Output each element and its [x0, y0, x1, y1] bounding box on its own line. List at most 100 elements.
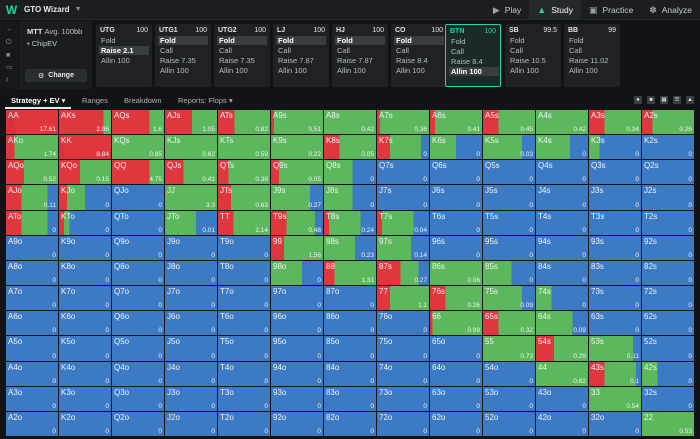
- hand-cell[interactable]: K5s 0.03: [483, 135, 535, 160]
- hand-cell[interactable]: 52o 0: [483, 411, 535, 436]
- hand-cell[interactable]: A8o 0: [6, 260, 58, 286]
- hand-cell[interactable]: 98s 0.23: [324, 235, 376, 260]
- action-option[interactable]: Raise 2.1: [99, 46, 149, 55]
- position-card-bb[interactable]: BB 99 Fold Call Raise 11.02 Allin 100: [564, 24, 620, 87]
- hand-cell[interactable]: 42o 0: [536, 411, 588, 436]
- position-card-utg1[interactable]: UTG1 100 Fold Call Raise 7.35 Allin 100: [155, 24, 211, 87]
- action-option[interactable]: Call: [278, 46, 291, 55]
- hand-cell[interactable]: T7o 0: [218, 286, 270, 311]
- hand-cell[interactable]: A3s 0.34: [589, 110, 641, 135]
- hand-cell[interactable]: QJs 0.41: [165, 160, 217, 185]
- hand-cell[interactable]: T8o 0: [218, 260, 270, 286]
- chart-view-icon[interactable]: ▲: [686, 96, 694, 104]
- power-icon[interactable]: ⏻: [6, 39, 12, 46]
- hand-cell[interactable]: 74s 0: [536, 286, 588, 311]
- hand-cell[interactable]: QJo 0: [112, 185, 164, 210]
- hand-cell[interactable]: J9s 0.27: [271, 185, 323, 210]
- action-option[interactable]: Raise 7.35: [160, 56, 196, 65]
- hand-cell[interactable]: K6s 0: [430, 135, 482, 160]
- hand-cell[interactable]: K9o 0: [59, 235, 111, 260]
- tab-strategy-ev[interactable]: Strategy + EV ▾: [11, 96, 65, 105]
- hand-cell[interactable]: J8s 0: [324, 185, 376, 210]
- gto-wizard-logo-icon[interactable]: W: [5, 2, 18, 17]
- hand-cell[interactable]: KTs 0.59: [218, 135, 270, 160]
- hand-cell[interactable]: K4s 0: [536, 135, 588, 160]
- list-view-icon[interactable]: ☰: [673, 96, 681, 104]
- hand-cell[interactable]: Q5s 0: [483, 160, 535, 185]
- hand-cell[interactable]: Q7o 0: [112, 286, 164, 311]
- hand-cell[interactable]: Q3s 0: [589, 160, 641, 185]
- hand-cell[interactable]: 95s 0: [483, 235, 535, 260]
- hand-cell[interactable]: K7o 0: [59, 286, 111, 311]
- hand-cell[interactable]: A4s 0.42: [536, 110, 588, 135]
- nav-study[interactable]: ▲ Study: [529, 0, 581, 20]
- hand-cell[interactable]: 87o 0: [324, 286, 376, 311]
- hand-cell[interactable]: 93o 0: [271, 386, 323, 411]
- hand-cell[interactable]: T4o 0: [218, 361, 270, 386]
- app-title[interactable]: GTO Wizard: [24, 5, 70, 14]
- hand-cell[interactable]: 86o 0: [324, 311, 376, 336]
- hand-cell[interactable]: T7s 0.04: [377, 210, 429, 235]
- action-option[interactable]: Fold: [510, 36, 525, 45]
- action-option[interactable]: Fold: [335, 36, 385, 45]
- position-card-hj[interactable]: HJ 100 Fold Call Raise 7.87 Allin 100: [332, 24, 388, 87]
- hand-cell[interactable]: 64o 0: [430, 361, 482, 386]
- hand-cell[interactable]: K9s 0.22: [271, 135, 323, 160]
- hand-cell[interactable]: J3o 0: [165, 386, 217, 411]
- action-option[interactable]: Raise 10.5: [510, 56, 546, 65]
- hand-cell[interactable]: A2s 0.26: [642, 110, 694, 135]
- hand-cell[interactable]: 54o 0: [483, 361, 535, 386]
- hand-cell[interactable]: T2s 0: [642, 210, 694, 235]
- hand-cell[interactable]: 52s 0: [642, 336, 694, 361]
- tab-reports[interactable]: Reports: Flops ▾: [178, 96, 233, 105]
- hand-cell[interactable]: A7s 0.36: [377, 110, 429, 135]
- action-option[interactable]: Allin 100: [569, 66, 598, 75]
- action-option[interactable]: Call: [451, 47, 464, 56]
- position-card-co[interactable]: CO 100 Fold Call Raise 8.4 Allin 100: [391, 24, 447, 87]
- hand-cell[interactable]: AQs 1.6: [112, 110, 164, 135]
- action-option[interactable]: Allin 100: [396, 66, 425, 75]
- hand-cell[interactable]: 22 0.53: [642, 411, 694, 436]
- nav-practice[interactable]: ▣ Practice: [581, 0, 641, 20]
- hand-cell[interactable]: 65s 0.32: [483, 311, 535, 336]
- action-option[interactable]: Fold: [276, 36, 326, 45]
- hand-cell[interactable]: 62o 0: [430, 411, 482, 436]
- hand-cell[interactable]: K4o 0: [59, 361, 111, 386]
- action-option[interactable]: Raise 8.4: [396, 56, 428, 65]
- hand-cell[interactable]: KTo 0: [59, 210, 111, 235]
- chevron-down-icon[interactable]: ▼: [74, 6, 82, 13]
- hand-cell[interactable]: J5s 0: [483, 185, 535, 210]
- action-option[interactable]: Fold: [101, 36, 116, 45]
- position-card-utg2[interactable]: UTG2 100 Fold Call Raise 7.35 Allin 100: [214, 24, 270, 87]
- hand-cell[interactable]: QTo 0: [112, 210, 164, 235]
- position-card-sb[interactable]: SB 99.5 Fold Call Raise 10.5 Allin 100: [505, 24, 561, 87]
- hand-cell[interactable]: T5o 0: [218, 336, 270, 361]
- hand-cell[interactable]: K2o 0: [59, 411, 111, 436]
- hand-cell[interactable]: Q9o 0: [112, 235, 164, 260]
- hand-cell[interactable]: K3s 0: [589, 135, 641, 160]
- hand-cell[interactable]: T9s 0.48: [271, 210, 323, 235]
- hand-cell[interactable]: 53s 0.11: [589, 336, 641, 361]
- hand-cell[interactable]: A6s 0.41: [430, 110, 482, 135]
- action-option[interactable]: Call: [396, 46, 409, 55]
- hand-cell[interactable]: T4s 0: [536, 210, 588, 235]
- nav-play[interactable]: ▶ Play: [485, 0, 529, 20]
- hand-cell[interactable]: Q6s 0: [430, 160, 482, 185]
- hand-cell[interactable]: JJ 3.3: [165, 185, 217, 210]
- hand-cell[interactable]: T8s 0.24: [324, 210, 376, 235]
- action-option[interactable]: Allin 100: [337, 66, 366, 75]
- hand-cell[interactable]: 43o 0: [536, 386, 588, 411]
- hand-cell[interactable]: J5o 0: [165, 336, 217, 361]
- action-option[interactable]: Allin 100: [278, 66, 307, 75]
- hand-cell[interactable]: AKs 2.96: [59, 110, 111, 135]
- hand-cell[interactable]: Q9s 0.05: [271, 160, 323, 185]
- hand-cell[interactable]: A5o 0: [6, 336, 58, 361]
- hand-cell[interactable]: 72o 0: [377, 411, 429, 436]
- hand-cell[interactable]: Q2s 0: [642, 160, 694, 185]
- hand-cell[interactable]: A4o 0: [6, 361, 58, 386]
- hand-cell[interactable]: 86s 0.06: [430, 260, 482, 286]
- hand-cell[interactable]: K7s 0: [377, 135, 429, 160]
- monitor-icon[interactable]: ▭: [6, 64, 13, 71]
- hand-cell[interactable]: J4o 0: [165, 361, 217, 386]
- hand-cell[interactable]: AQo 0.52: [6, 160, 58, 185]
